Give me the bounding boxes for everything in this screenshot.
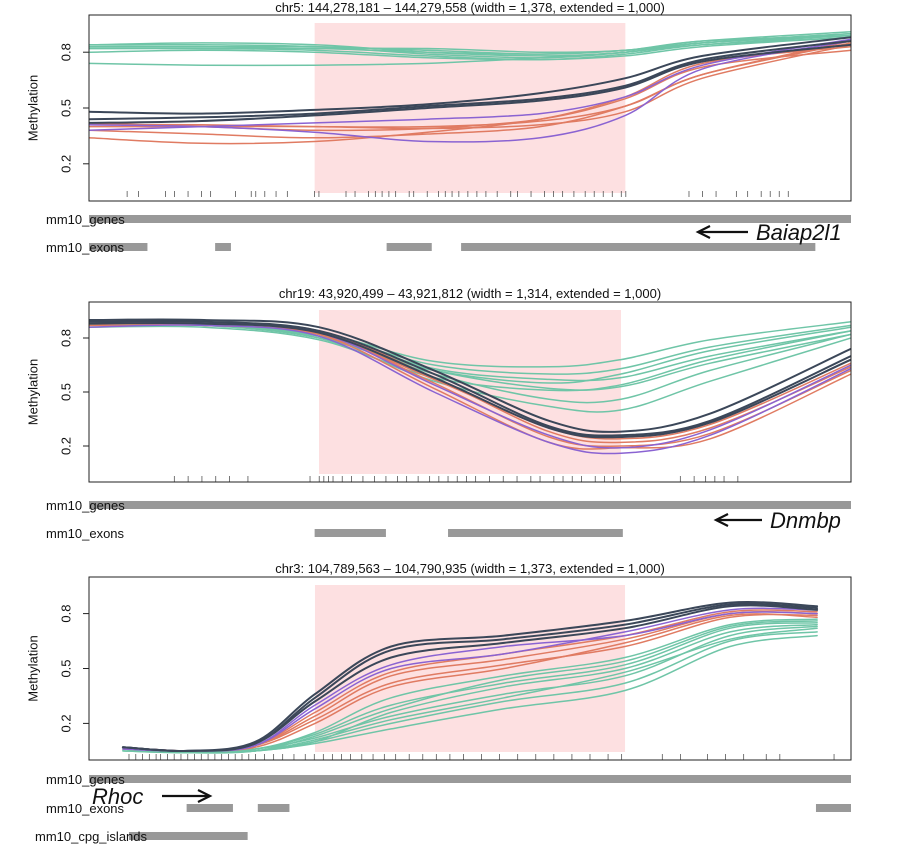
strand-arrow-head bbox=[713, 513, 729, 527]
series-group bbox=[89, 30, 851, 145]
track-label: mm10_genes bbox=[46, 772, 125, 787]
track-segment bbox=[186, 804, 233, 812]
series-line-navy bbox=[89, 36, 851, 115]
plot-frame bbox=[88, 301, 852, 483]
y-tick-label: 0.8 bbox=[58, 329, 73, 347]
track-segment bbox=[89, 775, 851, 783]
series-line-navy bbox=[89, 318, 851, 433]
y-tick-label: 0.8 bbox=[58, 605, 73, 623]
series-group bbox=[89, 318, 851, 455]
dmr-region bbox=[319, 310, 621, 474]
strand-arrow-head bbox=[197, 789, 213, 803]
y-tick-label: 0.5 bbox=[58, 383, 73, 401]
y-axis-label: Methylation bbox=[25, 635, 40, 701]
y-tick-label: 0.2 bbox=[58, 714, 73, 732]
track-label: mm10_exons bbox=[46, 801, 125, 816]
track-segment bbox=[89, 243, 148, 251]
plot-frame bbox=[88, 576, 852, 761]
track-segment bbox=[448, 529, 623, 537]
track-segment bbox=[89, 501, 851, 509]
series-line-purple bbox=[89, 324, 851, 455]
y-axis-label: Methylation bbox=[25, 75, 40, 141]
chart-title: chr5: 144,278,181 – 144,279,558 (width =… bbox=[275, 0, 665, 15]
track-segment bbox=[89, 215, 851, 223]
series-group bbox=[121, 601, 819, 754]
strand-arrow-head bbox=[695, 225, 711, 239]
gene-name: Baiap2l1 bbox=[756, 220, 842, 245]
panel-2: chr19: 43,920,499 – 43,921,812 (width = … bbox=[25, 286, 852, 541]
y-tick-label: 0.2 bbox=[58, 437, 73, 455]
series-line-purple bbox=[89, 38, 851, 132]
gene-name: Rhoc bbox=[92, 784, 143, 809]
y-tick-label: 0.5 bbox=[58, 99, 73, 117]
panel-1: chr5: 144,278,181 – 144,279,558 (width =… bbox=[25, 0, 852, 255]
track-segment bbox=[314, 529, 386, 537]
series-line-navy bbox=[89, 321, 851, 439]
y-tick-label: 0.5 bbox=[58, 659, 73, 677]
chart-title: chr3: 104,789,563 – 104,790,935 (width =… bbox=[275, 561, 665, 576]
track-segment bbox=[215, 243, 231, 251]
series-line-orange bbox=[89, 45, 851, 145]
y-tick-label: 0.2 bbox=[58, 155, 73, 173]
series-line-navy bbox=[121, 604, 819, 752]
track-label: mm10_exons bbox=[46, 240, 125, 255]
track-segment bbox=[128, 832, 248, 840]
track-label: mm10_exons bbox=[46, 526, 125, 541]
plot-frame bbox=[88, 14, 852, 202]
series-line-navy bbox=[89, 43, 851, 124]
series-line-navy bbox=[89, 40, 851, 121]
gene-name: Dnmbp bbox=[770, 508, 841, 533]
track-segment bbox=[461, 243, 816, 251]
series-line-green bbox=[89, 32, 851, 55]
series-line-green bbox=[89, 36, 851, 61]
track-segment bbox=[815, 804, 851, 812]
track-label: mm10_genes bbox=[46, 498, 125, 513]
track-segment bbox=[386, 243, 432, 251]
y-axis-label: Methylation bbox=[25, 359, 40, 425]
panel-3: chr3: 104,789,563 – 104,790,935 (width =… bbox=[25, 561, 852, 844]
chart-title: chr19: 43,920,499 – 43,921,812 (width = … bbox=[279, 286, 661, 301]
series-line-green bbox=[89, 30, 851, 54]
track-label: mm10_cpg_islands bbox=[35, 829, 148, 844]
series-line-green bbox=[122, 620, 818, 754]
series-line-orange bbox=[89, 40, 851, 128]
y-tick-label: 0.8 bbox=[58, 43, 73, 61]
track-label: mm10_genes bbox=[46, 212, 125, 227]
series-line-green bbox=[89, 36, 851, 67]
track-segment bbox=[257, 804, 290, 812]
series-line-purple bbox=[89, 40, 851, 143]
series-line-navy bbox=[89, 320, 851, 437]
